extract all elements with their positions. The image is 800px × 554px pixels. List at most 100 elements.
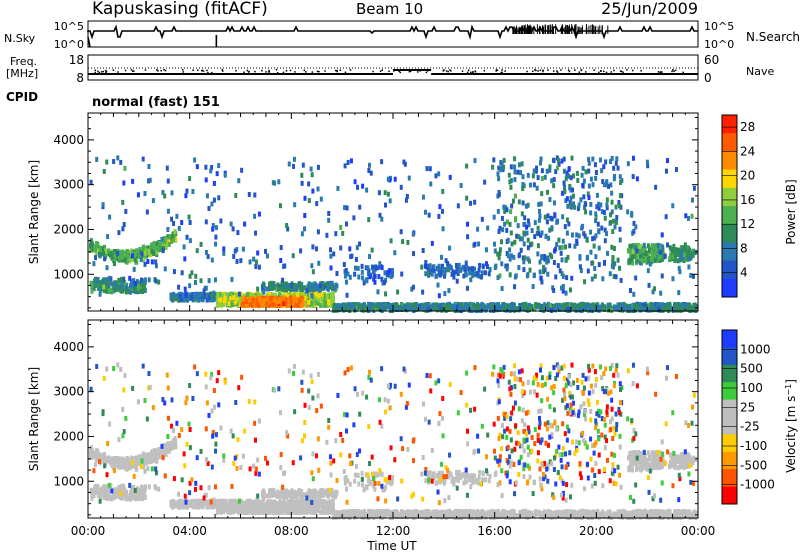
nave-point [157, 70, 159, 72]
power-cell [506, 219, 509, 224]
power-cell [401, 239, 404, 244]
nave-point [613, 70, 615, 72]
power-cell [570, 156, 573, 161]
power-cell [666, 242, 669, 247]
y-tick-label: 4000 [53, 133, 84, 147]
power-cell [431, 303, 434, 308]
power-cell [552, 183, 555, 188]
power-cell [579, 264, 582, 269]
power-cell [579, 197, 582, 202]
power-cell [611, 200, 614, 205]
power-cell [156, 247, 159, 252]
power-cell [393, 250, 396, 255]
power-cell [116, 251, 119, 256]
velocity-cell [156, 454, 159, 459]
nave-point [192, 70, 194, 72]
power-cell [652, 303, 655, 308]
power-cell [188, 176, 191, 181]
power-cell [200, 242, 203, 247]
power-cell [387, 177, 390, 182]
power-cell [146, 210, 149, 215]
power-cell [310, 301, 313, 306]
power-cell [678, 305, 681, 310]
nave-point [553, 70, 555, 72]
power-cell [133, 267, 136, 272]
power-cell [383, 270, 386, 275]
nave-point [160, 70, 162, 72]
power-cell [680, 256, 683, 261]
power-cell [552, 288, 555, 293]
power-cell [345, 221, 348, 226]
power-cell [424, 210, 427, 215]
velocity-cell [197, 504, 200, 509]
power-cell [183, 256, 186, 261]
power-cell [597, 222, 600, 227]
power-cell [661, 245, 664, 250]
power-cell [534, 220, 537, 225]
nave-point [532, 71, 534, 73]
power-cell [648, 248, 651, 253]
nave-point [294, 71, 296, 73]
power-cell [638, 302, 641, 307]
nave-point [603, 71, 605, 73]
power-cell [553, 249, 556, 254]
power-cell [143, 191, 146, 196]
velocity-cell [140, 485, 143, 490]
velocity-cell [137, 493, 140, 498]
power-cell [320, 197, 323, 202]
power-cell [538, 214, 541, 219]
power-cell [508, 173, 511, 178]
power-cell [496, 171, 499, 176]
power-cell [232, 254, 235, 259]
power-cell [589, 202, 592, 207]
power-cell [567, 167, 570, 172]
power-cell [537, 243, 540, 248]
power-cell [434, 173, 437, 178]
nsearch-tick-bottom: 10^0 [704, 38, 734, 51]
power-cell [576, 178, 579, 183]
power-cell [441, 189, 444, 194]
power-cell [603, 210, 606, 215]
power-cell [603, 260, 606, 265]
nave-point [268, 70, 270, 72]
nave-point [426, 72, 428, 74]
power-cell [611, 255, 614, 260]
power-cell [547, 213, 550, 218]
nave-point [276, 69, 278, 71]
power-cell [117, 278, 120, 283]
power-cell [489, 267, 492, 272]
power-cell [380, 159, 383, 164]
nave-point [183, 71, 185, 73]
power-cell [232, 226, 235, 231]
power-cell [376, 303, 379, 308]
power-cell [563, 189, 566, 194]
power-cell [542, 265, 545, 270]
power-cell [497, 209, 500, 214]
nave-point [340, 70, 342, 72]
power-cell [270, 302, 273, 307]
power-cell [691, 198, 694, 203]
power-cell [638, 244, 641, 249]
power-cell [476, 227, 479, 232]
power-cell [190, 270, 193, 275]
power-cell [440, 255, 443, 260]
power-cell [630, 211, 633, 216]
power-cell [510, 230, 513, 235]
power-cell [518, 199, 521, 204]
power-cell [553, 158, 556, 163]
power-cell [211, 227, 214, 232]
velocity-cell [152, 458, 155, 463]
power-cell [522, 200, 525, 205]
power-cell [539, 269, 542, 274]
power-cell [473, 242, 476, 247]
power-cell [279, 286, 282, 291]
power-cell [390, 274, 393, 279]
power-cell [315, 201, 318, 206]
nave-point [672, 69, 674, 71]
power-cell [533, 168, 536, 173]
power-cell [303, 226, 306, 231]
power-cell [446, 305, 449, 310]
velocity-cell [105, 496, 108, 501]
power-cell [381, 303, 384, 308]
power-cell [501, 227, 504, 232]
